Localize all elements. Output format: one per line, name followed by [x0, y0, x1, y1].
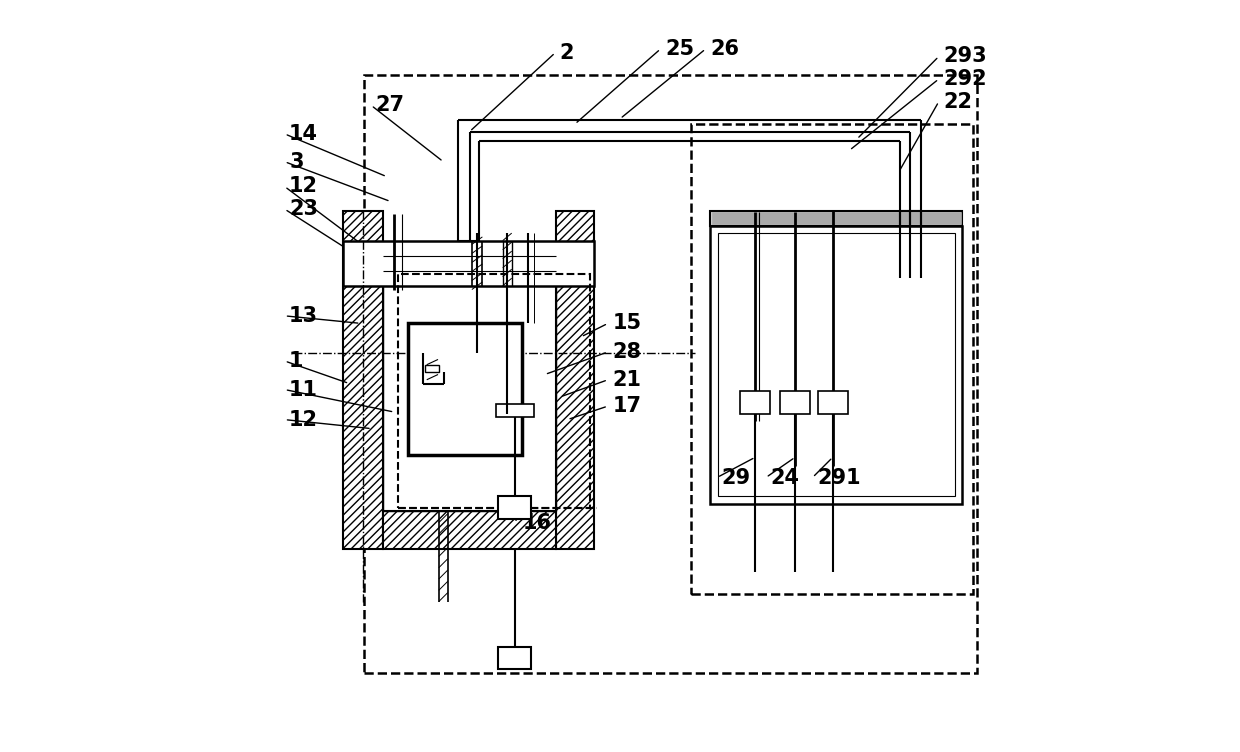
Bar: [817, 391, 848, 414]
Bar: [780, 391, 810, 414]
Text: 27: 27: [376, 96, 404, 115]
Text: 1: 1: [289, 351, 304, 371]
Bar: [692, 124, 973, 594]
Text: 22: 22: [944, 92, 972, 111]
Bar: [740, 391, 770, 414]
Bar: [408, 323, 522, 455]
Bar: [365, 75, 977, 673]
Text: 3: 3: [289, 152, 304, 171]
Text: 14: 14: [289, 124, 319, 144]
Text: 29: 29: [722, 468, 750, 487]
Text: 291: 291: [817, 468, 861, 487]
Text: 2: 2: [559, 43, 574, 62]
Bar: [718, 233, 955, 496]
Text: 13: 13: [289, 306, 319, 326]
Bar: [398, 274, 590, 508]
Text: 12: 12: [289, 410, 319, 429]
Text: 15: 15: [613, 314, 641, 333]
Bar: [556, 211, 594, 549]
Bar: [496, 404, 533, 417]
Text: 25: 25: [665, 39, 694, 59]
Bar: [711, 211, 962, 226]
Text: 26: 26: [711, 39, 739, 59]
Text: 28: 28: [613, 342, 641, 362]
Text: 21: 21: [613, 370, 641, 390]
Bar: [425, 365, 439, 372]
Text: 12: 12: [289, 177, 319, 196]
Text: 292: 292: [944, 69, 987, 89]
Bar: [383, 511, 556, 549]
Text: 293: 293: [944, 47, 987, 66]
Bar: [711, 226, 962, 504]
Text: 17: 17: [613, 396, 641, 416]
Bar: [712, 212, 961, 224]
Text: 23: 23: [289, 199, 319, 219]
Bar: [343, 241, 594, 286]
Bar: [343, 211, 383, 549]
Bar: [498, 496, 531, 519]
Text: 24: 24: [770, 468, 800, 487]
Text: 16: 16: [522, 513, 552, 532]
Bar: [498, 647, 531, 669]
Text: 11: 11: [289, 380, 319, 399]
